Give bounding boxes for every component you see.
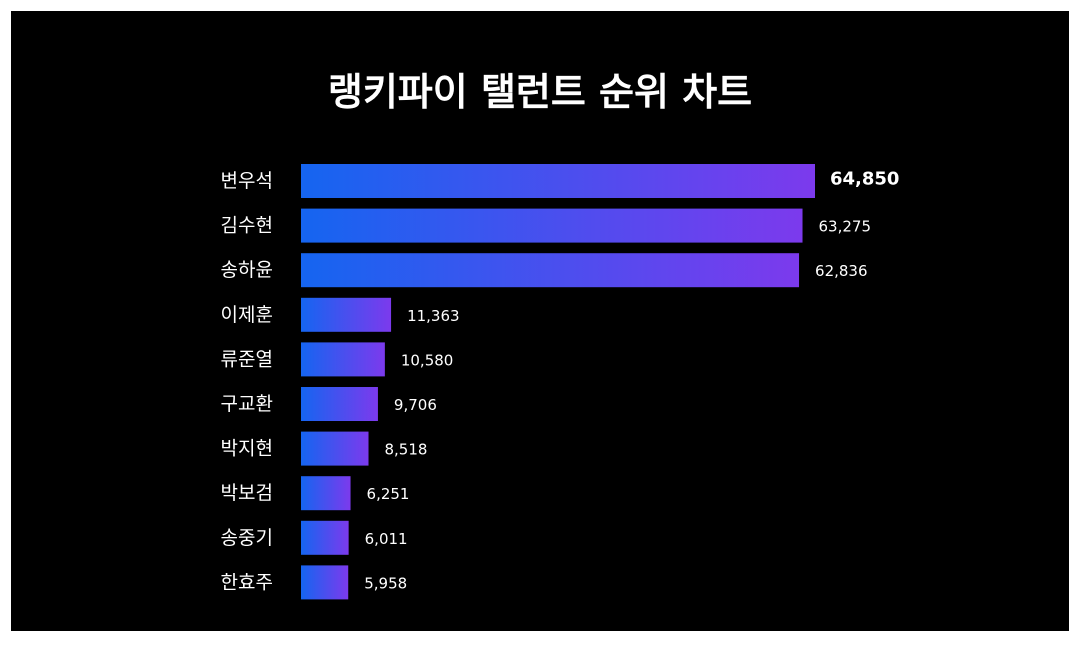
value-label: 63,275 xyxy=(819,218,872,236)
category-label: 송중기 xyxy=(221,527,273,549)
bar xyxy=(301,253,800,288)
bar xyxy=(301,565,349,600)
value-label: 9,706 xyxy=(394,396,437,414)
category-label: 구교환 xyxy=(221,393,273,415)
value-label: 64,850 xyxy=(830,169,899,190)
value-label: 8,518 xyxy=(385,441,428,459)
category-label: 송하윤 xyxy=(221,259,273,281)
bar xyxy=(301,297,392,332)
category-label: 변우석 xyxy=(221,170,273,192)
category-label: 이제훈 xyxy=(221,304,273,326)
bar xyxy=(301,431,369,466)
value-label: 5,958 xyxy=(364,574,407,592)
category-label: 한효주 xyxy=(221,571,273,593)
bar xyxy=(301,476,351,511)
category-label: 박지현 xyxy=(221,438,273,460)
category-label: 김수현 xyxy=(221,215,273,237)
value-label: 62,836 xyxy=(815,262,868,280)
bar xyxy=(301,164,815,198)
value-label: 6,251 xyxy=(367,485,410,503)
value-label: 6,011 xyxy=(365,530,408,548)
bar xyxy=(301,387,378,421)
category-label: 류준열 xyxy=(221,348,273,370)
bar xyxy=(301,520,349,555)
category-label: 박보검 xyxy=(221,482,273,504)
bars-layer: 변우석 64,850 김수현 63,275 송하윤 62,836 이제훈 11,363 류준열 1… xyxy=(221,164,899,600)
value-label: 10,580 xyxy=(401,351,454,369)
bar xyxy=(301,208,803,243)
value-label: 11,363 xyxy=(407,307,460,325)
bar xyxy=(301,342,385,377)
chart-panel xyxy=(11,11,1069,631)
chart-title: 랭키파이 탤런트 순위 차트 xyxy=(327,70,753,114)
